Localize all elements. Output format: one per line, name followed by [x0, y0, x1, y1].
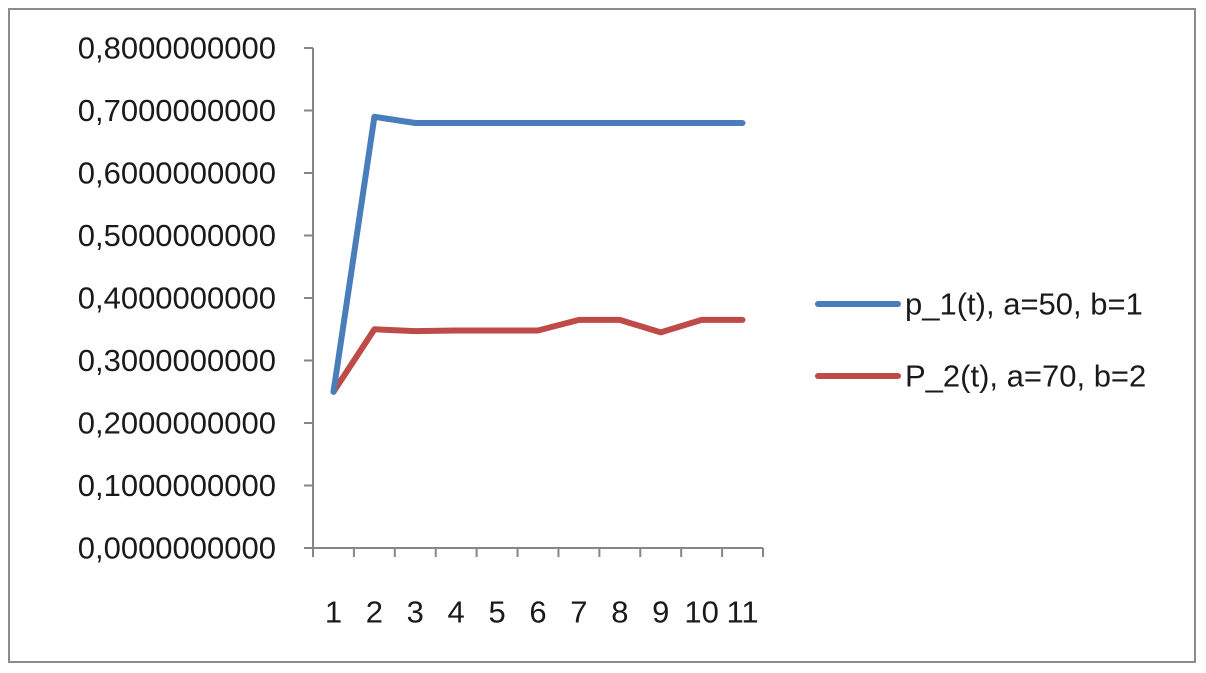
series-lines [330, 113, 746, 395]
x-axis-tick-label: 3 [407, 595, 424, 630]
x-axis-tick-label: 10 [684, 595, 718, 630]
y-axis-tick-label: 0,8000000000 [78, 31, 276, 66]
y-axis-tick-label: 0,2000000000 [78, 406, 276, 441]
y-axis-tick-label: 0,3000000000 [78, 343, 276, 378]
x-axis-tick-label: 9 [652, 595, 669, 630]
axes [304, 47, 764, 557]
x-axis-tick-label: 2 [366, 595, 383, 630]
x-axis-tick-label: 4 [448, 595, 465, 630]
y-axis-tick-label: 0,4000000000 [78, 281, 276, 316]
x-axis-tick-label: 1 [325, 595, 342, 630]
series-line-2 [330, 316, 746, 395]
x-axis-tick-label: 5 [488, 595, 505, 630]
y-axis-tick-label: 0,0000000000 [78, 531, 276, 566]
y-axis-tick-label: 0,5000000000 [78, 218, 276, 253]
x-axis-tick-label: 6 [529, 595, 546, 630]
legend-label-2: P_2(t), a=70, b=2 [905, 359, 1146, 394]
y-axis-tick-label: 0,1000000000 [78, 468, 276, 503]
y-axis-tick-labels: 0,0000000000 0,1000000000 0,2000000000 0,30… [78, 31, 276, 566]
legend-label-1: p_1(t), a=50, b=1 [905, 287, 1143, 322]
x-axis-tick-label: 8 [611, 595, 628, 630]
x-axis-tick-label: 11 [726, 595, 758, 630]
x-axis-tick-labels: 1 2 3 4 5 6 7 8 9 10 11 [325, 595, 759, 630]
legend: p_1(t), a=50, b=1 P_2(t), a=70, b=2 [815, 287, 1146, 394]
y-axis-tick-label: 0,7000000000 [78, 93, 276, 128]
y-axis-tick-label: 0,6000000000 [78, 156, 276, 191]
chart-frame [8, 8, 1196, 663]
x-axis-tick-label: 7 [570, 595, 587, 630]
series-line-1 [330, 113, 746, 395]
